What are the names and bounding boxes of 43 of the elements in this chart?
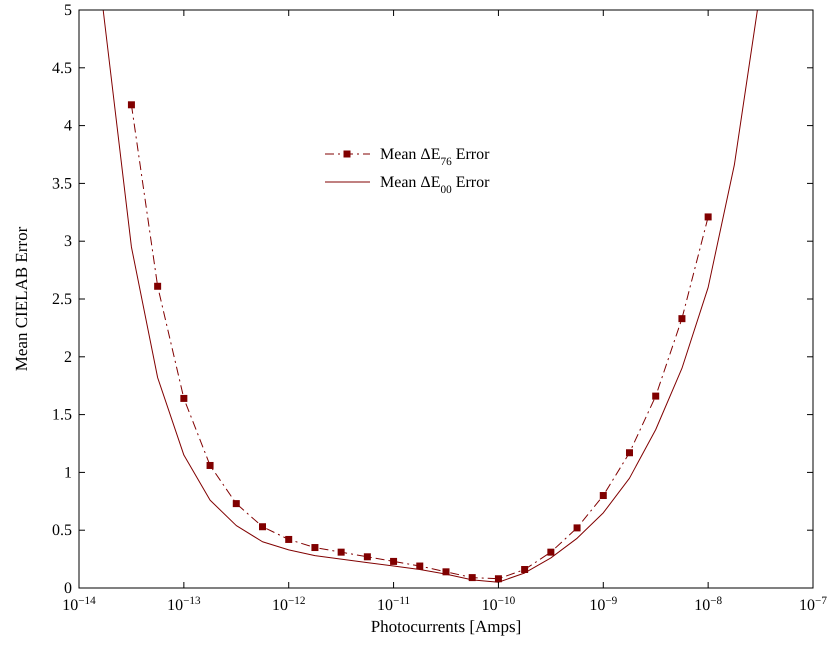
y-tick-label: 0 [64,580,72,597]
point [521,566,528,574]
x-tick-label: 10$^{−12}$ [272,595,306,614]
point [154,282,162,290]
point [574,524,581,532]
point [285,536,292,543]
x-tick-label: 10$^{−13}$ [167,595,202,614]
point [652,392,660,400]
legend-label: Mean ΔE$_{00}$ Error [380,174,490,196]
point [180,394,188,402]
y-axis-title: Mean CIELAB Error [12,226,31,372]
x-tick-label: 10$^{−7}$ [799,595,828,614]
x-tick-label: 10$^{−9}$ [589,595,618,614]
x-tick-label: 10$^{−14}$ [62,595,96,614]
point [600,492,607,500]
y-tick-label: 0.5 [52,522,72,540]
x-tick-label: 10$^{−8}$ [694,595,722,614]
point [128,101,135,108]
y-tick-label: 2 [64,348,72,366]
y-tick-label: 4.5 [52,60,72,77]
x-tick-label: 10$^{−11}$ [377,595,410,614]
point [338,548,345,556]
point [311,544,318,552]
x-axis-title: Photocurrents [Amps] [370,617,522,636]
point [704,213,712,220]
y-tick-label: 1.5 [52,406,72,424]
y-tick-label: 5 [64,2,72,19]
legend-label: Mean ΔE$_{76}$ Error [380,146,490,168]
point [364,553,371,560]
y-tick-label: 3.5 [52,175,72,192]
y-tick-label: 1 [64,464,72,482]
point [206,462,214,469]
y-tick-label: 2.5 [52,291,72,308]
y-tick-label: 3 [64,233,72,250]
point [390,558,398,565]
y-tick-label: 4 [64,118,72,135]
point [258,523,266,530]
point [626,449,633,456]
x-tick-label: 10$^{−10}$ [482,595,516,614]
point [232,500,240,508]
point [547,548,554,556]
point [416,562,424,570]
point [678,315,686,322]
